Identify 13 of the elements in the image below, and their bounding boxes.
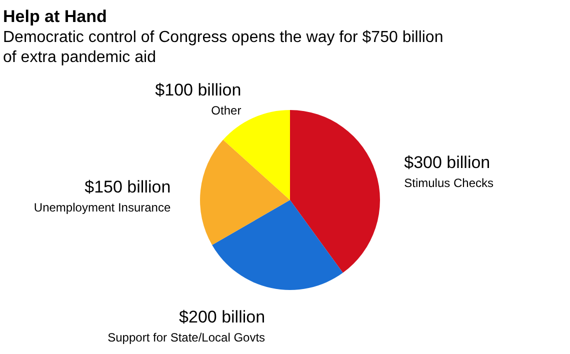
data-label: $150 billion xyxy=(84,177,171,196)
slice-label: Unemployment Insurance xyxy=(34,200,171,214)
data-label: $300 billion xyxy=(404,152,490,172)
chart-title: Help at Hand xyxy=(3,7,107,26)
pie-slice xyxy=(200,140,290,245)
pie-slice xyxy=(212,200,343,290)
data-label: $200 billion xyxy=(179,307,266,326)
slice-label: Stimulus Checks xyxy=(404,176,494,190)
data-label: $100 billion xyxy=(155,80,242,100)
chart-subtitle: Democratic control of Congress opens the way for $750 billion of extra pandemic aid xyxy=(3,29,444,66)
slice-label: Support for State/Local Govts xyxy=(108,330,266,344)
pie-slice xyxy=(290,110,380,273)
slice-label: Other xyxy=(211,103,242,118)
